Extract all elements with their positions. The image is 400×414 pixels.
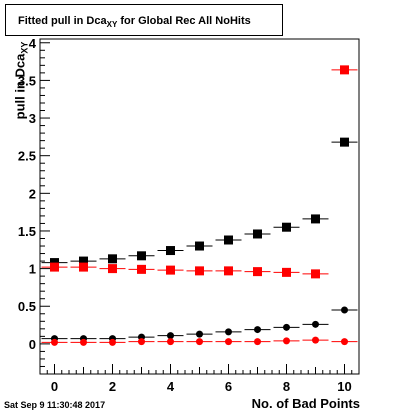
data-point-circle: [51, 338, 58, 346]
x-tick-label: 10: [337, 379, 351, 394]
y-tick-label: 0.5: [18, 299, 36, 314]
y-axis-label-text: pull in Dca: [12, 53, 28, 120]
y-tick-label: 3.5: [18, 73, 36, 88]
data-point-circle: [254, 326, 261, 334]
data-point-circle: [109, 338, 116, 346]
x-tick-label: 6: [225, 379, 232, 394]
data-point-circle: [80, 338, 87, 346]
data-point-square: [108, 254, 117, 264]
data-point-circle: [196, 338, 203, 346]
data-point-circle: [283, 337, 290, 345]
data-point-square: [224, 266, 233, 276]
data-point-circle: [312, 336, 319, 344]
y-tick-label: 2.5: [18, 149, 36, 164]
data-point-circle: [341, 306, 348, 314]
timestamp: Sat Sep 9 11:30:48 2017: [4, 400, 106, 410]
data-point-square: [79, 262, 88, 272]
title-subscript: XY: [106, 20, 118, 29]
data-point-square: [79, 256, 88, 266]
data-point-circle: [167, 332, 174, 340]
y-tick-label: 1: [29, 262, 36, 277]
data-point-square: [340, 137, 349, 147]
x-axis-label: No. of Bad Points: [251, 396, 360, 411]
data-point-square: [282, 267, 291, 277]
data-point-circle: [225, 328, 232, 336]
data-point-square: [166, 265, 175, 275]
data-point-circle: [167, 338, 174, 346]
x-tick-label: 4: [167, 379, 175, 394]
data-point-circle: [225, 338, 232, 346]
chart-title: Fitted pull in DcaXY for Global Rec All …: [18, 15, 251, 29]
data-point-square: [195, 266, 204, 276]
data-point-square: [137, 251, 146, 261]
y-tick-label: 3: [29, 111, 36, 126]
data-point-square: [311, 214, 320, 224]
data-point-circle: [341, 338, 348, 346]
y-tick-label: 4: [29, 36, 37, 51]
data-point-square: [224, 235, 233, 245]
y-axis-label: pull in DcaXY: [13, 16, 30, 146]
y-tick-label: 0: [29, 337, 36, 352]
data-point-square: [50, 262, 59, 272]
data-point-square: [137, 264, 146, 274]
data-point-circle: [138, 338, 145, 346]
title-prefix: Fitted pull in Dca: [18, 15, 107, 27]
x-tick-label: 2: [109, 379, 116, 394]
y-tick-label: 1.5: [18, 224, 36, 239]
title-suffix: for Global Rec All NoHits: [117, 15, 251, 27]
y-axis-label-subscript: XY: [19, 41, 30, 54]
y-tick-label: 2: [29, 186, 36, 201]
data-point-square: [253, 267, 262, 277]
x-tick-label: 8: [283, 379, 290, 394]
data-point-circle: [254, 338, 261, 346]
data-point-circle: [196, 330, 203, 338]
data-point-square: [108, 264, 117, 274]
data-point-square: [166, 246, 175, 256]
data-point-square: [340, 65, 349, 75]
plot-frame: [39, 38, 360, 375]
x-tick-label: 0: [51, 379, 58, 394]
title-box: Fitted pull in DcaXY for Global Rec All …: [5, 4, 283, 36]
data-point-square: [311, 269, 320, 279]
data-point-circle: [312, 320, 319, 328]
data-point-square: [253, 229, 262, 239]
data-point-square: [282, 222, 291, 232]
data-point-circle: [283, 323, 290, 331]
data-point-square: [195, 241, 204, 251]
data-point-square: [50, 258, 59, 268]
